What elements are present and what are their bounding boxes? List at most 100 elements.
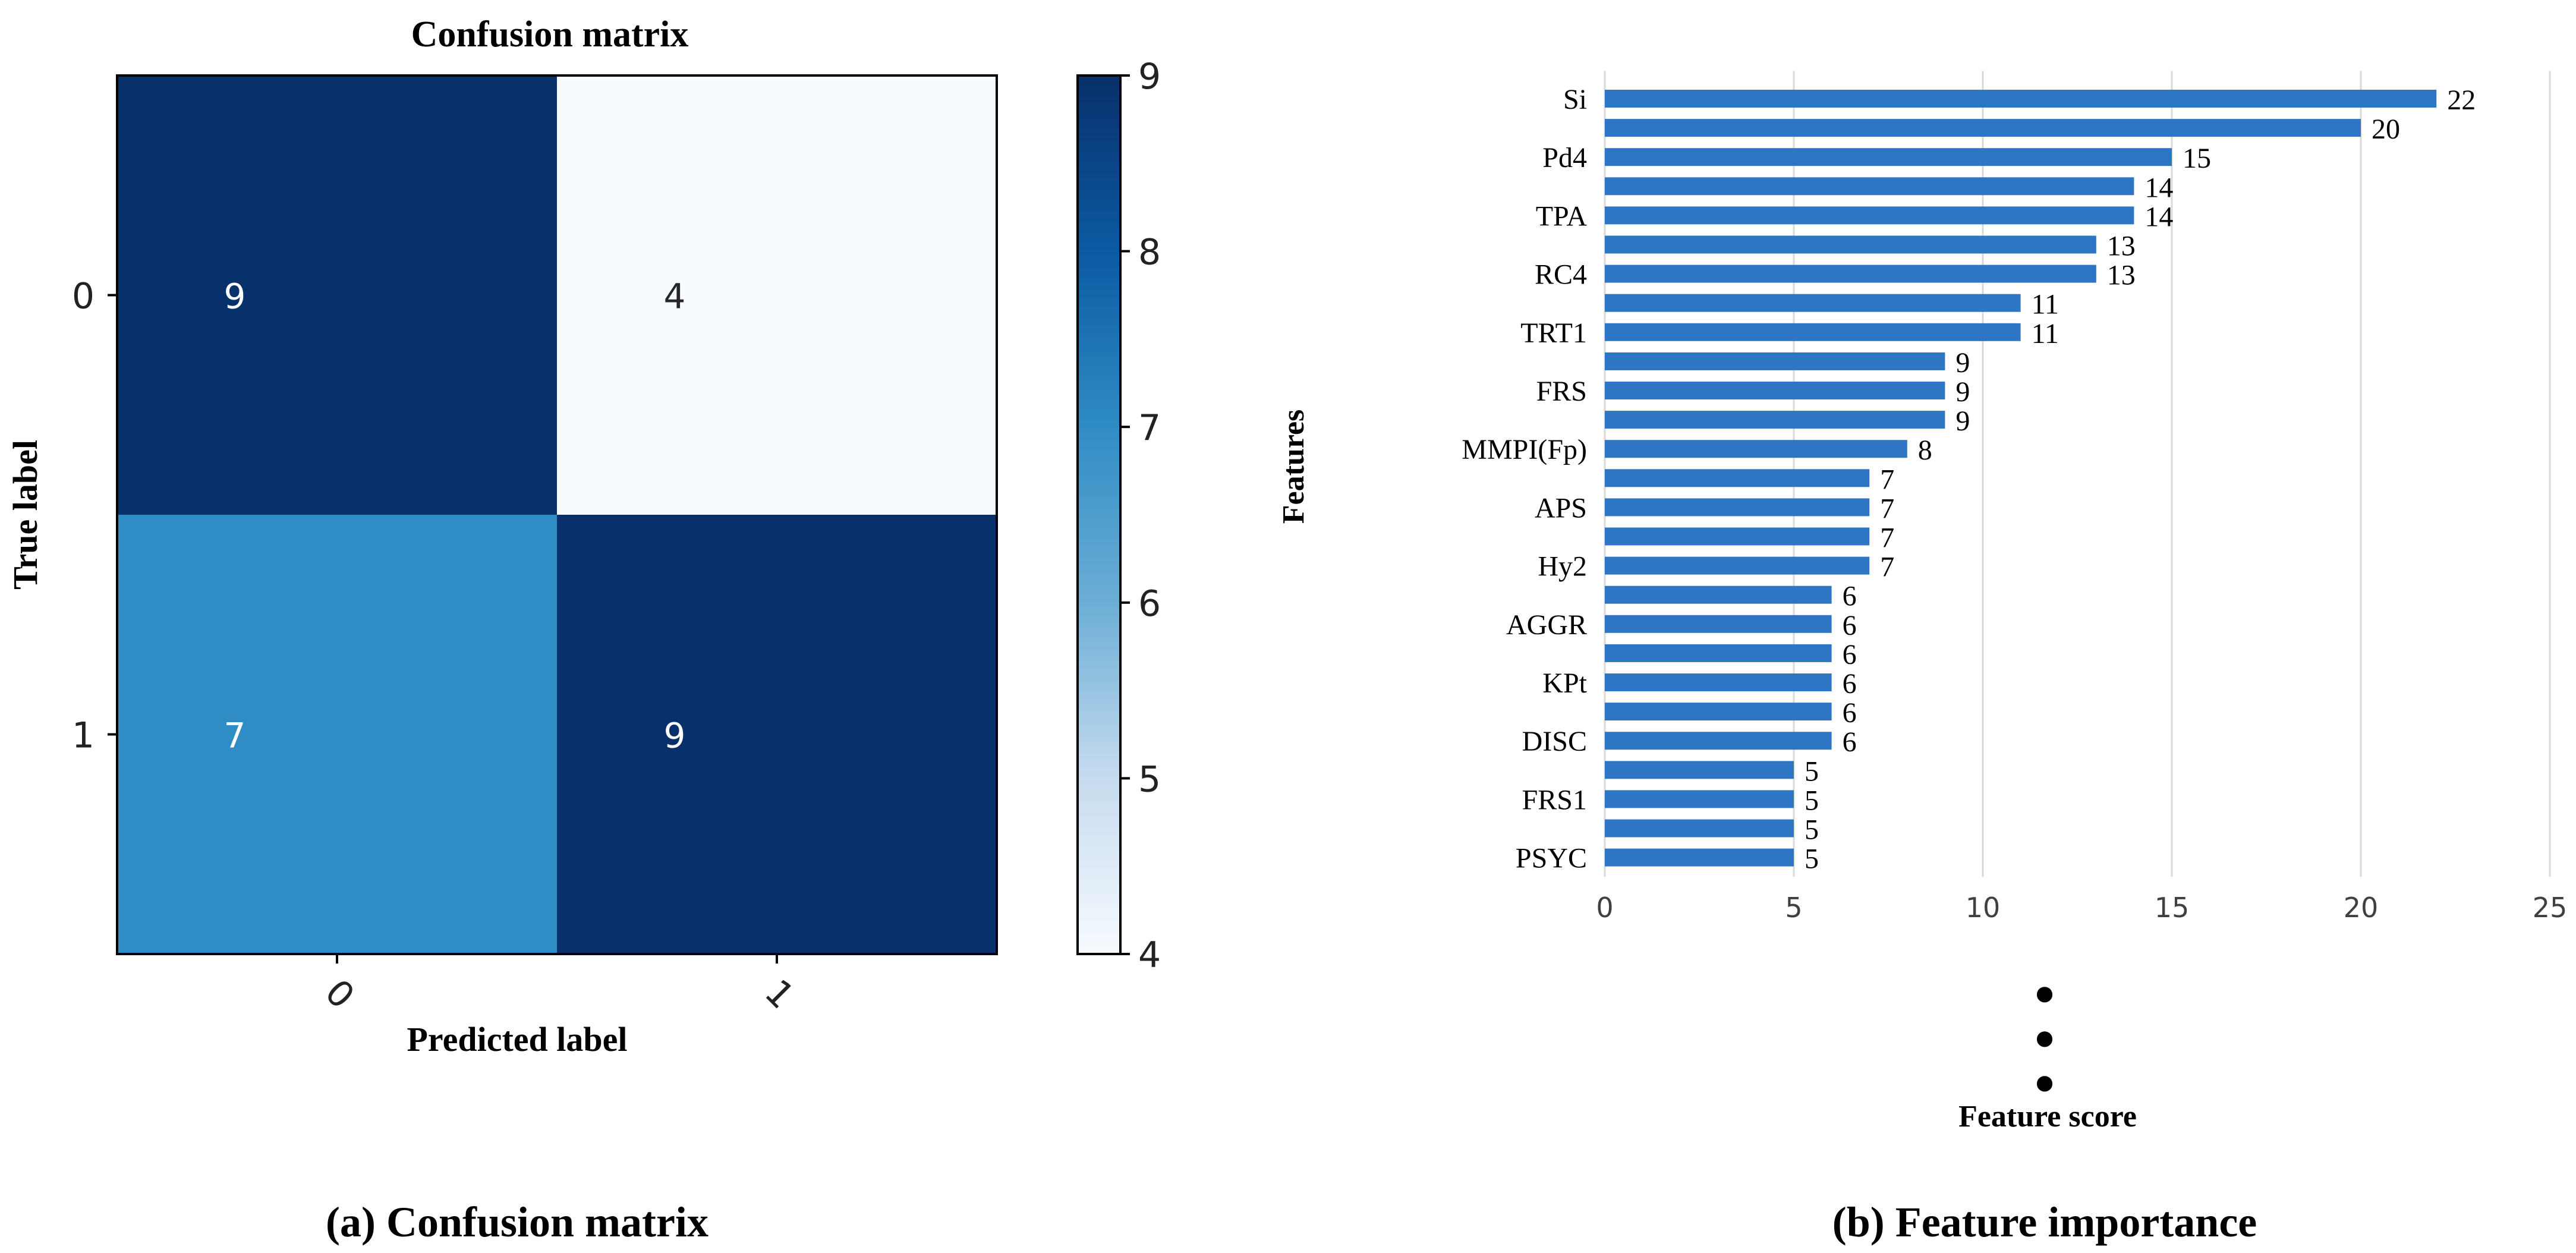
colorbar-gradient xyxy=(1076,74,1122,955)
cm-y-ticks: 01 xyxy=(72,276,117,757)
cm-cell-label: 9 xyxy=(664,716,686,756)
continuation-dot: • xyxy=(2033,1047,2057,1120)
fi-bar xyxy=(1605,819,1794,838)
fi-value-label: 8 xyxy=(1918,435,1932,466)
colorbar-tick-label: 7 xyxy=(1138,407,1161,449)
fi-value-label: 13 xyxy=(2107,231,2136,262)
fi-category-label: FRS xyxy=(1536,376,1587,407)
fi-bar xyxy=(1605,732,1832,750)
caption-a: (a) Confusion matrix xyxy=(326,1198,708,1246)
fi-bar xyxy=(1605,761,1794,779)
fi-bar xyxy=(1605,206,2134,225)
fi-bar xyxy=(1605,673,1832,691)
colorbar-tick-label: 6 xyxy=(1138,583,1161,625)
fi-value-label: 20 xyxy=(2372,114,2400,145)
fi-value-label: 9 xyxy=(1955,405,1970,437)
fi-value-label: 6 xyxy=(1843,581,1857,612)
fi-value-label: 6 xyxy=(1843,697,1857,729)
colorbar-ticks: 4 5 6 7 8 9 xyxy=(1120,56,1161,976)
fi-category-label: Si xyxy=(1563,84,1587,115)
colorbar-tick-label: 4 xyxy=(1138,934,1161,976)
fi-value-label: 5 xyxy=(1805,814,1819,846)
fi-value-label: 6 xyxy=(1843,610,1857,641)
fi-category-label: TRT1 xyxy=(1520,317,1587,349)
cm-frame xyxy=(116,74,998,955)
fi-value-label: 7 xyxy=(1880,552,1894,583)
fi-bar xyxy=(1605,556,1870,575)
cm-ylabel: True label xyxy=(6,440,45,590)
fi-category-label: APS xyxy=(1535,492,1587,524)
fi-bar xyxy=(1605,352,1945,370)
fi-category-label: PSYC xyxy=(1516,843,1587,874)
fi-category-label: TPA xyxy=(1536,200,1588,232)
fi-value-label: 13 xyxy=(2107,260,2136,291)
cm-cell xyxy=(117,75,557,515)
cm-cell xyxy=(117,515,557,954)
fi-x-tick-label: 20 xyxy=(2344,892,2379,924)
fi-value-label: 9 xyxy=(1955,347,1970,379)
fi-ylabel: Features xyxy=(1277,410,1311,524)
fi-bar xyxy=(1605,148,2172,166)
fi-value-label: 11 xyxy=(2032,289,2059,320)
fi-bar xyxy=(1605,469,1870,487)
fi-bar xyxy=(1605,790,1794,808)
fi-category-labels: Si Pd4 TPA RC4 TRT1 FRS MMPI(Fp) APS Hy2 AGGR KPt D… xyxy=(1462,84,1587,874)
cm-cell-label: 7 xyxy=(224,716,246,756)
fi-bar xyxy=(1605,323,2021,341)
fi-value-label: 7 xyxy=(1880,493,1894,524)
fi-bar xyxy=(1605,119,2361,137)
cm-cells xyxy=(117,75,997,954)
fi-x-tick-label: 10 xyxy=(1966,892,2001,924)
fi-bar xyxy=(1605,440,1907,458)
fi-bar xyxy=(1605,703,1832,721)
caption-b: (b) Feature importance xyxy=(1832,1198,2257,1246)
fi-value-label: 5 xyxy=(1805,755,1819,787)
fi-bars xyxy=(1605,90,2437,867)
fi-bar xyxy=(1605,90,2437,108)
fi-bar xyxy=(1605,527,1870,546)
fi-value-label: 7 xyxy=(1880,522,1894,554)
fi-value-label: 14 xyxy=(2144,172,2173,203)
fi-bar xyxy=(1605,498,1870,517)
fi-bar xyxy=(1605,265,2096,283)
cm-x-tick-label: 1 xyxy=(757,972,802,1018)
fi-x-tick-label: 25 xyxy=(2533,892,2568,924)
fi-bar xyxy=(1605,585,1832,604)
cm-xlabel: Predicted label xyxy=(407,1020,627,1059)
fi-value-label: 5 xyxy=(1805,785,1819,816)
fi-bar xyxy=(1605,644,1832,662)
continuation-dots: • • • xyxy=(2033,958,2057,1120)
fi-bar xyxy=(1605,177,2134,196)
cm-cell xyxy=(557,75,997,515)
fi-bar xyxy=(1605,235,2096,254)
fi-xlabel: Feature score xyxy=(1958,1100,2137,1134)
fi-category-label: KPt xyxy=(1542,668,1587,699)
cm-cell xyxy=(557,515,997,954)
fi-bar xyxy=(1605,382,1945,399)
fi-value-label: 6 xyxy=(1843,726,1857,758)
cm-cell-label: 4 xyxy=(664,276,686,317)
fi-category-label: Hy2 xyxy=(1538,551,1587,583)
fi-value-label: 15 xyxy=(2183,143,2211,174)
fi-category-label: AGGR xyxy=(1506,609,1587,641)
fi-category-label: FRS1 xyxy=(1522,784,1587,816)
fi-bar xyxy=(1605,848,1794,867)
continuation-dot: • xyxy=(2033,958,2057,1031)
cm-y-tick-label: 1 xyxy=(72,715,95,757)
colorbar-tick-label: 5 xyxy=(1138,758,1161,800)
fi-category-label: MMPI(Fp) xyxy=(1462,434,1587,465)
continuation-dot: • xyxy=(2033,1003,2057,1075)
colorbar-tick-label: 9 xyxy=(1138,56,1161,97)
fi-x-tick-label: 15 xyxy=(2155,892,2190,924)
fi-value-label: 7 xyxy=(1880,464,1894,495)
fi-value-label: 9 xyxy=(1955,376,1970,408)
fi-x-ticks: 0 5 10 15 20 25 xyxy=(1596,892,2567,924)
fi-value-label: 6 xyxy=(1843,668,1857,700)
cm-title: Confusion matrix xyxy=(411,14,689,55)
fi-value-label: 6 xyxy=(1843,639,1857,670)
